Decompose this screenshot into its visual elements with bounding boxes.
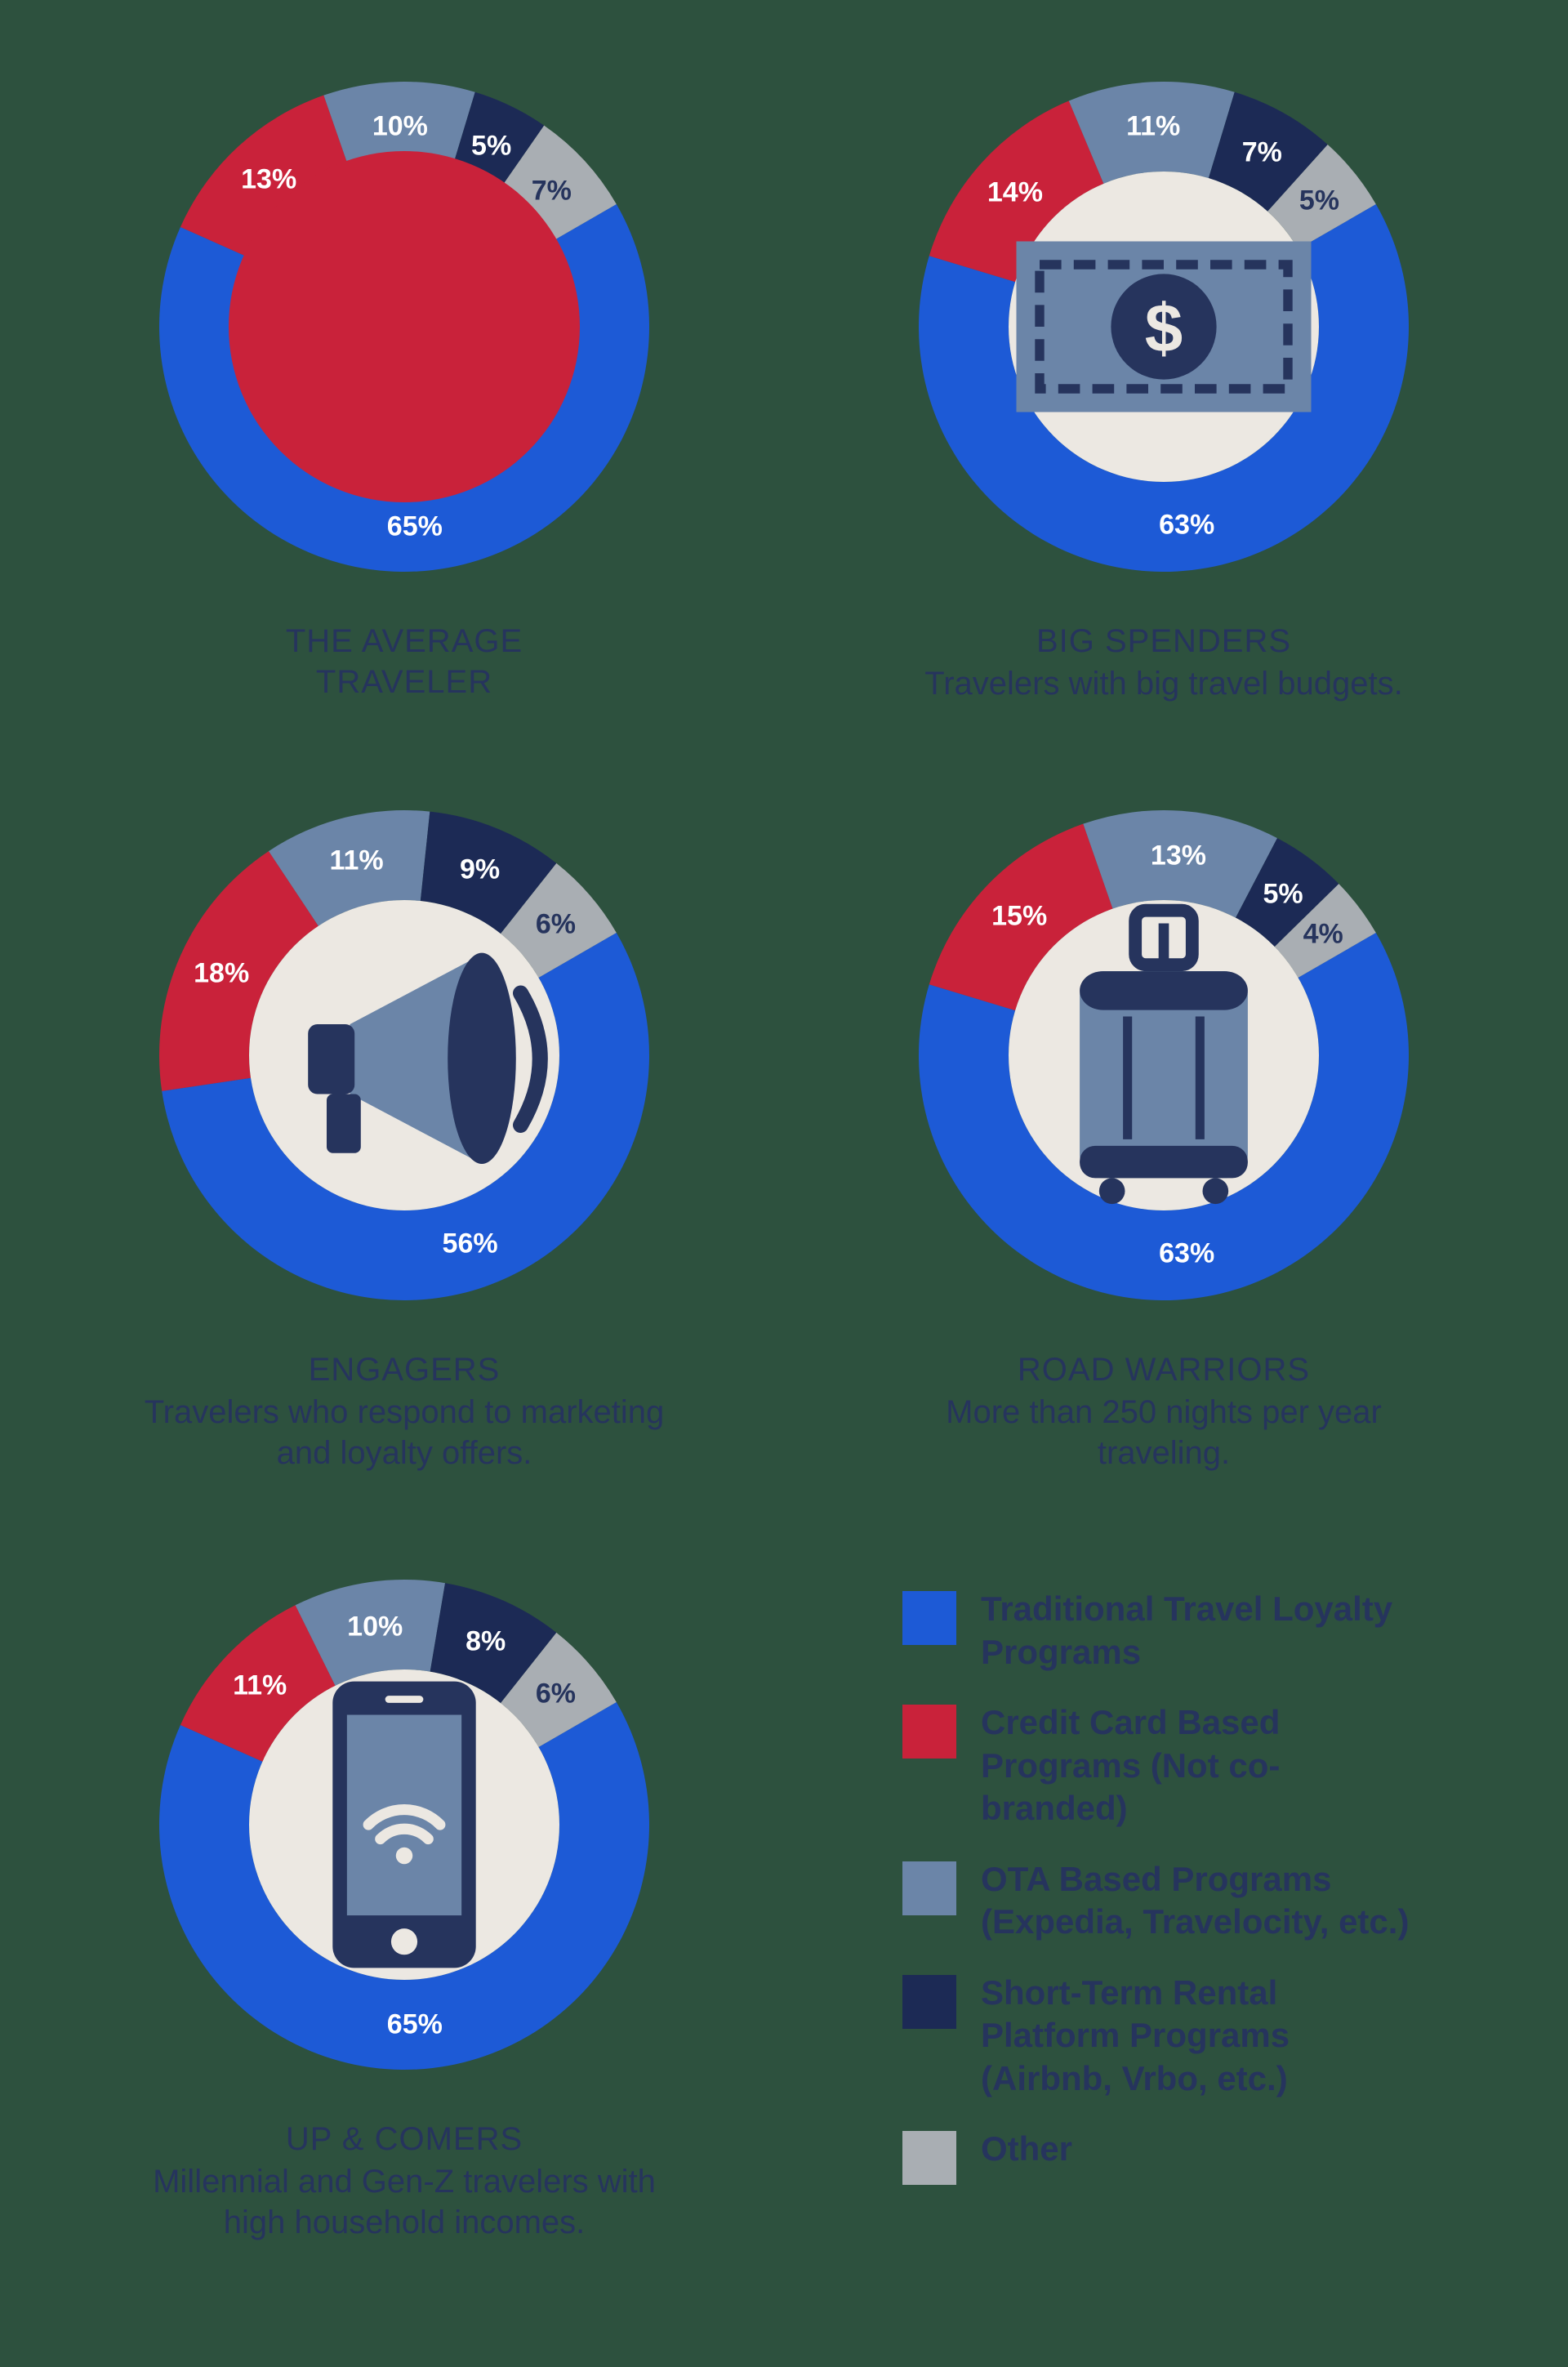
slice-label-traditional: 65% [387, 2008, 443, 2040]
donut-wrap: 63% 15% 13% 5%4% [902, 794, 1425, 1317]
chart-warriors: 63% 15% 13% 5%4% ROAD WARRIORSMore than 250 … [858, 794, 1470, 1473]
slice-label-rental: 5% [471, 131, 511, 163]
slice-label-other: 6% [536, 908, 576, 940]
chart-upcomers: 65% 11% 10% 8% 6% UP & COMERSMillennial and G… [98, 1563, 710, 2243]
slice-label-credit: 13% [241, 163, 296, 195]
caption: UP & COMERSMillennial and Gen-Z traveler… [143, 2119, 666, 2243]
caption-subtitle: Travelers with big travel budgets. [924, 663, 1402, 704]
slice-label-ota: 13% [1151, 840, 1206, 871]
legend-row-rental: Short-Term Rental Platform Programs (Air… [902, 1972, 1425, 2101]
legend-label-traditional: Traditional Travel Loyalty Programs [981, 1588, 1425, 1674]
caption: ENGAGERSTravelers who respond to marketi… [143, 1349, 666, 1473]
slice-label-credit: 18% [194, 958, 249, 990]
slice-label-rental: 8% [466, 1626, 506, 1658]
phone-icon [249, 1669, 559, 1980]
chart-engagers: 56% 18% 11% 9% 6% ENGAGERSTravelers who respo… [98, 794, 710, 1473]
caption: BIG SPENDERSTravelers with big travel bu… [924, 621, 1402, 704]
legend-swatch-other [902, 2131, 956, 2185]
legend-row-traditional: Traditional Travel Loyalty Programs [902, 1588, 1425, 1674]
legend-row-ota: OTA Based Programs (Expedia, Travelocity… [902, 1858, 1425, 1944]
legend-label-ota: OTA Based Programs (Expedia, Travelocity… [981, 1858, 1425, 1944]
slice-label-credit: 14% [987, 177, 1043, 209]
slice-label-credit: 15% [991, 901, 1047, 933]
legend-label-credit: Credit Card Based Programs (Not co-brand… [981, 1701, 1425, 1830]
caption: THE AVERAGETRAVELER [286, 621, 523, 702]
megaphone-icon [249, 900, 559, 1210]
slice-label-rental: 7% [1242, 136, 1282, 168]
legend-swatch-traditional [902, 1591, 956, 1645]
legend-swatch-credit [902, 1705, 956, 1759]
donut-wrap: 56% 18% 11% 9% 6% [143, 794, 666, 1317]
legend-swatch-ota [902, 1861, 956, 1915]
money-icon: $ [1009, 172, 1319, 482]
legend: Traditional Travel Loyalty Programs Credi… [902, 1563, 1425, 2185]
slice-label-credit: 11% [233, 1670, 287, 1702]
caption-title: UP & COMERS [143, 2119, 666, 2160]
chart-average: 65% 13% 10% 5% 7% THE AVERAGETRAVELER [98, 65, 710, 704]
svg-text:$: $ [1145, 289, 1183, 366]
legend-label-rental: Short-Term Rental Platform Programs (Air… [981, 1972, 1425, 2101]
slice-label-other: 4% [1303, 918, 1343, 950]
caption-subtitle: Travelers who respond to marketing and l… [143, 1392, 666, 1473]
legend-row-other: Other [902, 2128, 1425, 2185]
legend-cell: Traditional Travel Loyalty Programs Credi… [858, 1563, 1470, 2243]
caption-title: ROAD WARRIORS [902, 1349, 1425, 1390]
caption-title: ENGAGERS [143, 1349, 666, 1390]
legend-row-credit: Credit Card Based Programs (Not co-brand… [902, 1701, 1425, 1830]
chart-spenders: $ 63% 14% 11% 7% 5% BIG SPENDERSTravelers wit… [858, 65, 1470, 704]
suitcase-icon [1009, 900, 1319, 1210]
caption-title: THE AVERAGETRAVELER [286, 621, 523, 702]
slice-label-traditional: 63% [1159, 510, 1214, 542]
slice-label-traditional: 63% [1159, 1238, 1214, 1270]
slice-label-rental: 5% [1263, 879, 1303, 911]
slice-label-ota: 11% [329, 845, 383, 877]
slice-label-traditional: 65% [387, 510, 443, 542]
slice-label-other: 6% [536, 1678, 576, 1710]
slice-label-ota: 11% [1126, 111, 1180, 143]
slice-label-ota: 10% [372, 111, 428, 143]
center-red-circle [229, 151, 580, 502]
legend-swatch-rental [902, 1975, 956, 2029]
caption-title: BIG SPENDERS [924, 621, 1402, 662]
slice-label-other: 5% [1299, 185, 1339, 216]
slice-label-traditional: 56% [443, 1228, 498, 1260]
donut-wrap: 65% 13% 10% 5% 7% [143, 65, 666, 588]
caption-subtitle: Millennial and Gen-Z travelers with high… [143, 2161, 666, 2243]
legend-label-other: Other [981, 2128, 1072, 2171]
slice-label-ota: 10% [347, 1611, 403, 1643]
caption-subtitle: More than 250 nights per year traveling. [902, 1392, 1425, 1473]
slice-label-other: 7% [532, 176, 572, 207]
donut-wrap: $ 63% 14% 11% 7% 5% [902, 65, 1425, 588]
slice-label-rental: 9% [460, 854, 500, 886]
donut-wrap: 65% 11% 10% 8% 6% [143, 1563, 666, 2086]
caption: ROAD WARRIORSMore than 250 nights per ye… [902, 1349, 1425, 1473]
